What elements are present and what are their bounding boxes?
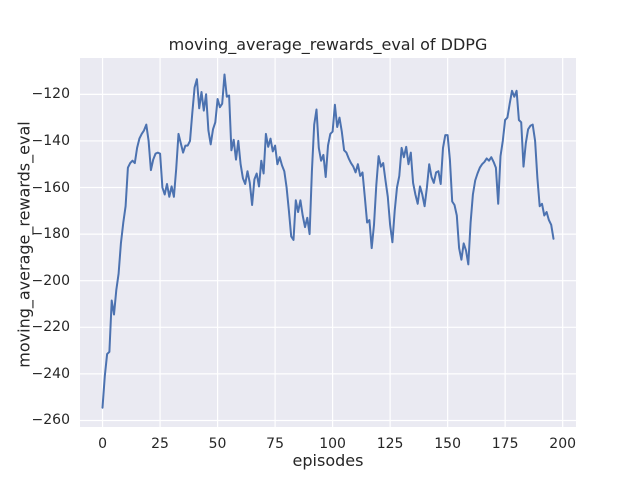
y-axis-label: moving_average_rewards_eval (14, 121, 34, 368)
x-tick-label: 125 (376, 436, 404, 452)
x-tick-label: 50 (208, 436, 227, 452)
y-tick-label: −180 (31, 226, 70, 243)
x-tick-label: 25 (151, 436, 169, 452)
x-tick-label: 150 (434, 436, 461, 452)
y-tick-label: −260 (31, 412, 70, 429)
x-axis-label: episodes (292, 451, 364, 470)
y-tick-label: −200 (31, 272, 70, 289)
y-tick-label: −160 (31, 179, 70, 196)
y-tick-label: −140 (31, 132, 70, 149)
data-line (101, 73, 555, 409)
x-tick-label: 175 (491, 436, 519, 452)
x-tick-label: 0 (98, 436, 107, 452)
x-tick-label: 75 (266, 436, 284, 452)
y-tick-label: −120 (31, 86, 70, 103)
chart-title: moving_average_rewards_eval of DDPG (168, 35, 488, 54)
y-tick-label: −240 (31, 365, 70, 382)
x-tick-label: 100 (319, 436, 346, 452)
x-tick-label: 200 (549, 436, 577, 452)
y-tick-label: −220 (31, 319, 70, 336)
axes-background (80, 58, 576, 427)
